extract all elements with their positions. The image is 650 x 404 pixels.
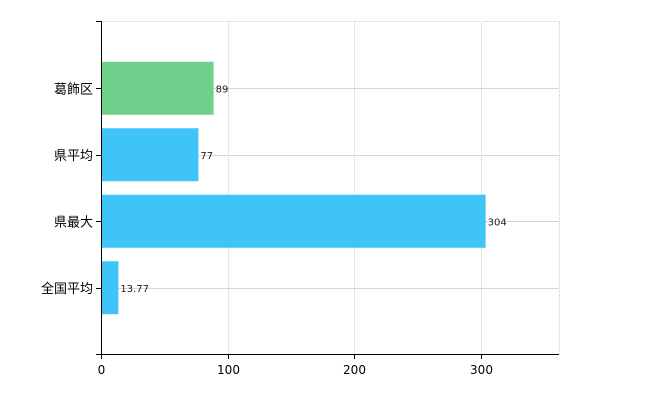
label-layer: 89 葛飾区 77 県平均 304 県最大 13.77 全国平均 0 100 200 300 [41,82,507,377]
data-label: 89 [216,84,229,95]
category-label: 葛飾区 [54,82,93,97]
bar [102,194,486,248]
bar-layer [102,61,486,315]
bar [102,261,119,315]
data-label: 77 [200,151,213,162]
x-tick-label: 300 [470,363,493,377]
category-label: 県平均 [54,149,93,164]
data-label: 13.77 [120,284,149,295]
bar [102,128,199,182]
x-tick-label: 200 [343,363,366,377]
category-label: 県最大 [54,215,93,230]
data-label: 304 [488,217,507,228]
category-label: 全国平均 [41,281,93,297]
bar [102,61,214,115]
x-tick-label: 100 [217,363,240,377]
x-tick-label: 0 [98,363,106,377]
axis-layer [96,21,559,359]
